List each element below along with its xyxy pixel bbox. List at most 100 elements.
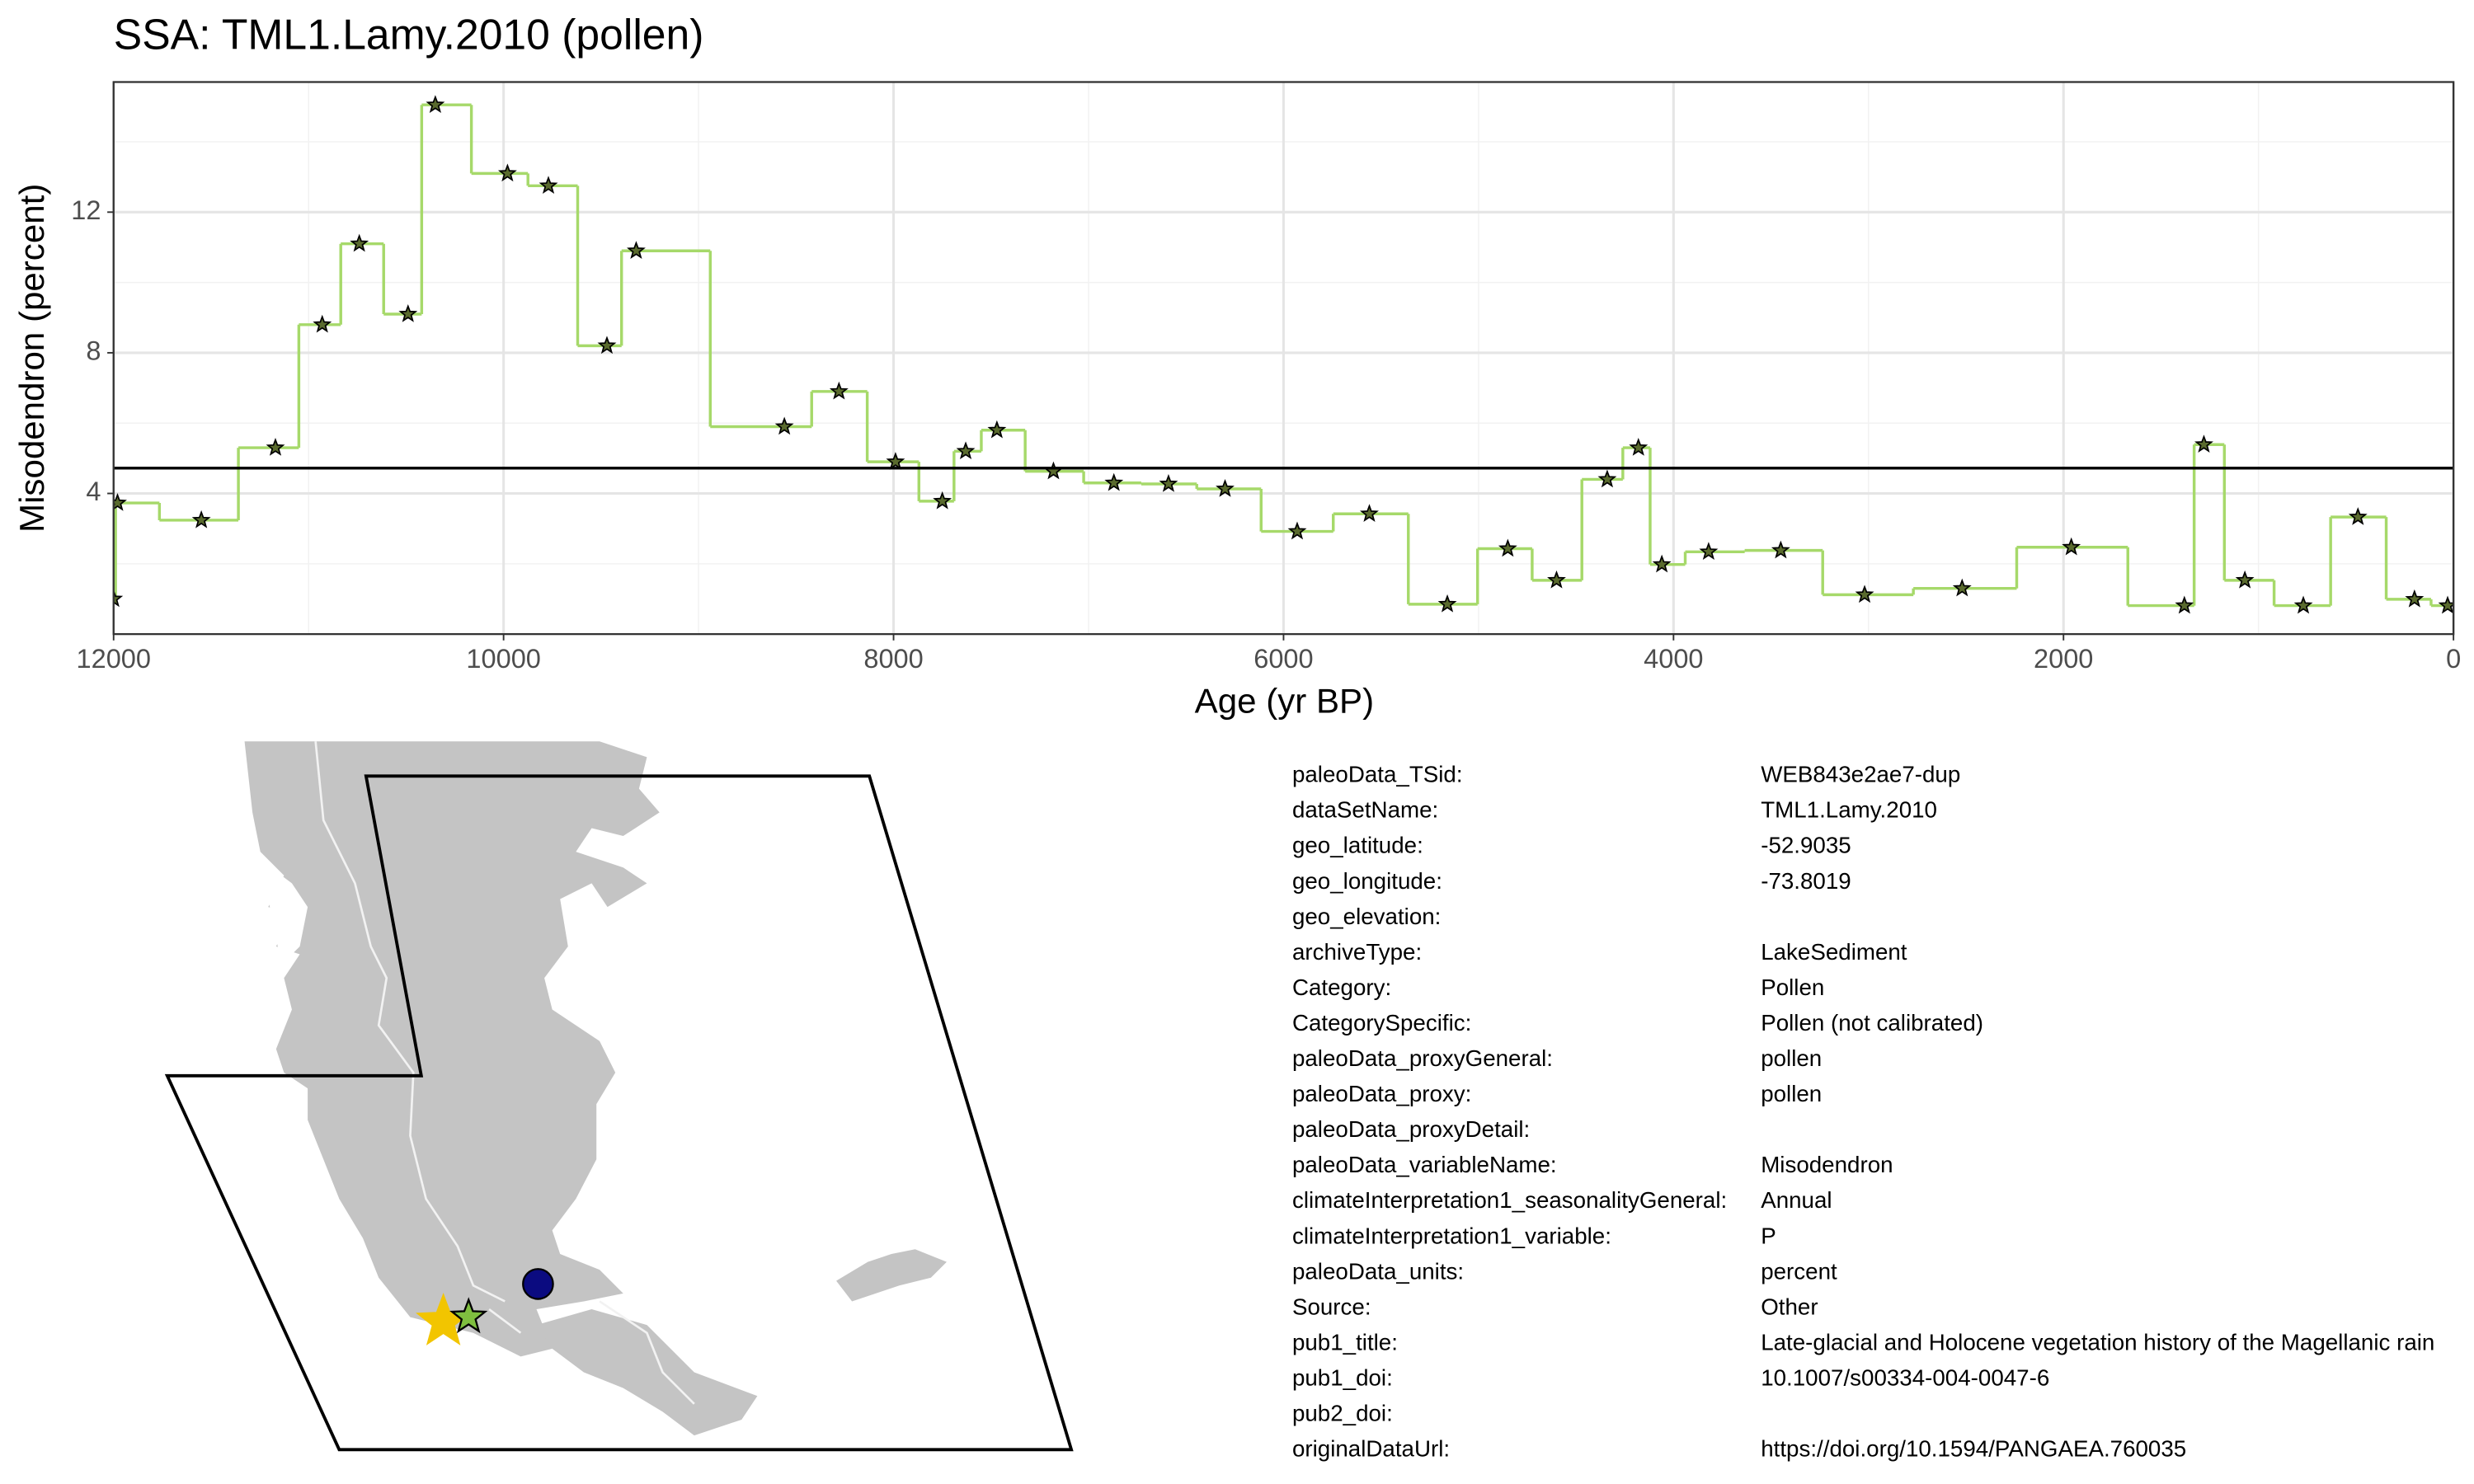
marker [1547,570,1566,589]
marker [2175,595,2194,614]
meta-value: 10.1007/s00334-004-0047-6 [1761,1364,2049,1390]
marker [987,420,1007,439]
meta-value: Other [1761,1294,1818,1319]
marker [956,441,976,460]
meta-key: geo_elevation: [1292,904,1441,929]
marker [1652,554,1672,573]
marker [2293,595,2313,614]
meta-key: dataSetName: [1292,797,1438,823]
meta-key: geo_longitude: [1292,868,1442,894]
meta-value: Late-glacial and Holocene vegetation his… [1761,1329,2434,1355]
meta-key: Source: [1292,1294,1371,1319]
meta-key: paleoData_variableName: [1292,1152,1557,1177]
y-tick-label: 12 [71,195,101,225]
marker [1044,461,1063,480]
meta-value: LakeSediment [1761,939,1907,965]
marker [1699,542,1719,561]
water [260,859,308,979]
meta-value: WEB843e2ae7-dup [1761,762,1960,787]
land [836,1249,947,1302]
meta-key: paleoData_units: [1292,1258,1464,1284]
series-layer [113,95,2454,614]
marker [774,416,794,435]
marker [1855,585,1874,603]
meta-key: originalDataUrl: [1292,1436,1450,1462]
marker [539,176,558,195]
meta-key: paleoData_proxy: [1292,1081,1471,1106]
marker [2405,589,2425,608]
marker [597,336,617,355]
meta-value: Annual [1761,1187,1832,1213]
x-tick-label: 0 [2446,644,2461,674]
y-tick-label: 8 [86,336,101,366]
meta-key: paleoData_proxyDetail: [1292,1116,1530,1142]
map [164,741,1074,1452]
marker [1104,472,1124,491]
x-axis-label: Age (yr BP) [1195,681,1374,720]
x-tick-label: 8000 [863,644,923,674]
marker [313,314,332,333]
x-tick-label: 10000 [466,644,540,674]
marker [113,589,124,608]
meta-value: Misodendron [1761,1152,1893,1177]
marker [1597,469,1617,488]
marker [886,452,905,470]
meta-value: percent [1761,1258,1837,1284]
marker [266,438,285,456]
marker [113,493,127,511]
marker [627,241,646,259]
meta-key: pub1_title: [1292,1329,1398,1355]
marker [398,303,418,322]
site-star [449,1297,488,1334]
marker [1216,478,1235,497]
marker [497,163,517,182]
meta-value: P [1761,1223,1776,1248]
meta-key: paleoData_proxyGeneral: [1292,1045,1553,1071]
land [536,1309,758,1436]
meta-key: climateInterpretation1_seasonalityGenera… [1292,1187,1727,1213]
x-tick-label: 6000 [1253,644,1313,674]
meta-value: https://doi.org/10.1594/PANGAEA.760035 [1761,1436,2186,1462]
marker [829,381,849,400]
meta-key: climateInterpretation1_variable: [1292,1223,1611,1248]
site-circle [522,1268,554,1300]
y-axis-label: Misodendron (percent) [12,184,51,533]
meta-value: pollen [1761,1045,1822,1071]
meta-key: archiveType: [1292,939,1422,965]
x-tick-label: 4000 [1644,644,1703,674]
metadata-table: paleoData_TSid: WEB843e2ae7-dup dataSetNam… [1292,762,2434,1462]
marker [191,510,211,528]
marker [2235,570,2255,589]
meta-key: Category: [1292,974,1391,1000]
marker [1498,538,1517,557]
chart-title: SSA: TML1.Lamy.2010 (pollen) [114,11,704,59]
map-frame [164,774,1074,1452]
meta-value: Pollen [1761,974,1824,1000]
marker [933,491,952,510]
meta-key: CategorySpecific: [1292,1010,1471,1036]
meta-key: geo_latitude: [1292,833,1423,858]
meta-key: paleoData_TSid: [1292,762,1463,787]
marker [2348,507,2368,525]
meta-value: -52.9035 [1761,833,1851,858]
marker [350,233,369,252]
meta-value: Pollen (not calibrated) [1761,1010,1983,1036]
meta-key: pub2_doi: [1292,1401,1393,1426]
land [244,741,660,1357]
meta-key: pub1_doi: [1292,1364,1393,1390]
marker [2194,434,2213,453]
border [314,741,695,1405]
x-tick-label: 12000 [77,644,151,674]
meta-value: pollen [1761,1081,1822,1106]
plot-area: 12000 10000 8000 6000 4000 2000 0 4 8 12 [71,81,2461,674]
marker [1629,438,1649,456]
x-tick-label: 2000 [2034,644,2093,674]
marker [1437,594,1457,613]
meta-value: -73.8019 [1761,868,1851,894]
meta-value: TML1.Lamy.2010 [1761,797,1937,823]
marker [1952,578,1972,597]
marker [2062,537,2081,556]
marker [1159,473,1178,492]
marker [1771,540,1790,559]
